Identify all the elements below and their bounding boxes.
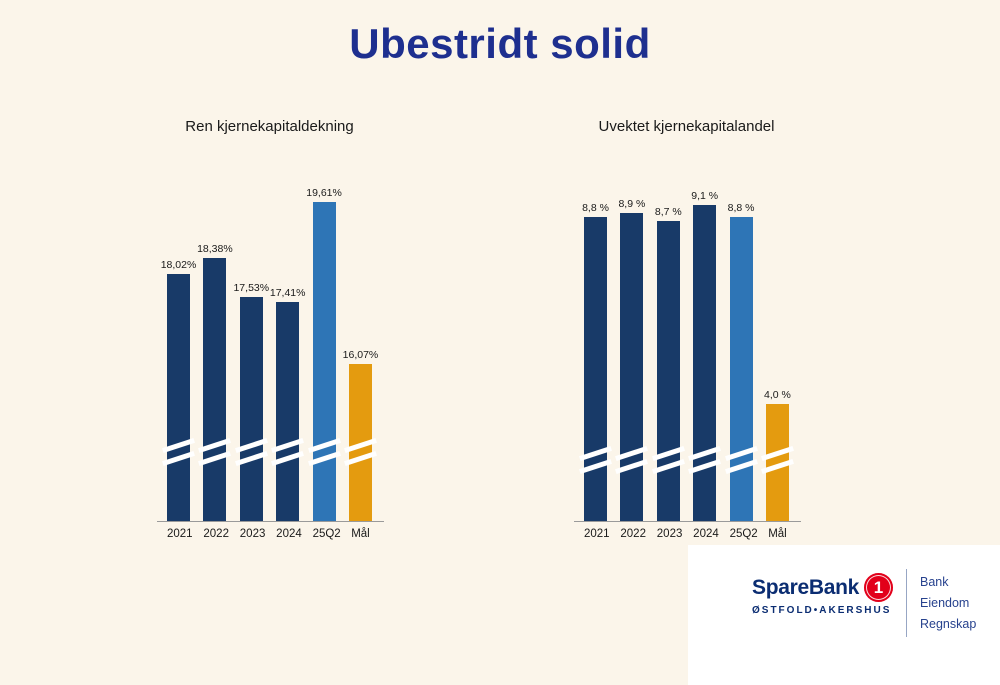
x-axis-label: 25Q2 — [729, 528, 758, 540]
service-bank: Bank — [920, 575, 949, 589]
bar-rect — [198, 258, 232, 521]
bar-value-label: 17,41% — [269, 287, 306, 299]
bar-rect — [343, 364, 377, 521]
x-axis-label: 2022 — [620, 528, 646, 540]
bar-2022: 8,9 % — [615, 186, 649, 521]
chart-uvektet-kjernekapitalandel: Uvektet kjernekapitalandel 8,8 % 8,9 % 8,7… — [574, 118, 801, 540]
bar-rect — [579, 217, 612, 521]
logo-brand-text: SpareBank — [752, 575, 860, 599]
axis-break-mark — [760, 446, 794, 474]
chart-title: Ren kjernekapitaldekning — [185, 118, 354, 135]
bar-rect — [615, 213, 649, 521]
axis-break-mark — [198, 438, 232, 466]
axis-break-mark — [343, 438, 377, 466]
axis-break-mark — [271, 438, 305, 466]
bar-value-label: 19,61% — [306, 187, 342, 199]
x-axis-label: 2023 — [239, 528, 266, 540]
x-axis-label: Mål — [351, 528, 370, 540]
logo-divider — [906, 569, 907, 637]
sparebank1-badge-icon: 1 — [864, 573, 894, 602]
logo-region-text: ØSTFOLD•AKERSHUS — [752, 605, 892, 616]
bar-rect — [271, 302, 305, 521]
bar-rect — [307, 202, 341, 521]
axis-break-mark — [724, 446, 758, 474]
bar-plot-area: 8,8 % 8,9 % 8,7 % 9,1 % 8,8 % 4,0 % — [574, 186, 801, 522]
axis-break-mark — [651, 446, 685, 474]
x-axis-label: 25Q2 — [312, 528, 341, 540]
bar-rect — [724, 217, 758, 521]
bar-25Q2: 8,8 % — [724, 186, 758, 521]
x-axis-label: Mål — [768, 528, 787, 540]
x-axis-label: 2022 — [203, 528, 229, 540]
bar-Mål: 4,0 % — [760, 186, 794, 521]
bar-2023: 8,7 % — [651, 186, 685, 521]
axis-break-mark — [579, 446, 612, 474]
bar-value-label: 8,9 % — [618, 198, 646, 210]
x-axis-labels: 2021 2022 2023 2024 25Q2 Mål — [584, 528, 789, 540]
bar-rect — [651, 221, 685, 521]
bar-value-label: 17,53% — [233, 282, 270, 294]
x-axis-label: 2024 — [693, 528, 719, 540]
chart-title: Uvektet kjernekapitalandel — [598, 118, 775, 135]
logo-services-list: Bank Eiendom Regnskap — [920, 572, 976, 635]
axis-break-mark — [615, 446, 649, 474]
bar-value-label: 8,7 % — [654, 206, 682, 218]
bar-2021: 8,8 % — [579, 186, 612, 521]
axis-break-mark — [307, 438, 341, 466]
bar-value-label: 18,02% — [160, 259, 197, 271]
service-eiendom: Eiendom — [920, 596, 970, 610]
bar-value-label: 16,07% — [342, 349, 379, 361]
bar-value-label: 9,1 % — [691, 190, 719, 202]
logo-panel: SpareBank 1 ØSTFOLD•AKERSHUS Bank Eiendo… — [688, 545, 1000, 685]
sparebank1-logo: SpareBank 1 ØSTFOLD•AKERSHUS — [752, 573, 894, 616]
axis-break-mark — [688, 446, 722, 474]
page-title: Ubestridt solid — [349, 20, 651, 67]
bar-value-label: 4,0 % — [764, 389, 791, 401]
x-axis-label: 2021 — [584, 528, 610, 540]
bar-rect — [162, 274, 195, 521]
bar-rect — [688, 205, 722, 521]
x-axis-label: 2023 — [656, 528, 683, 540]
bar-rect — [234, 297, 268, 521]
chart-ren-kjernekapitaldekning: Ren kjernekapitaldekning 18,02% 18,38% 17,… — [157, 118, 384, 540]
x-axis-label: 2024 — [276, 528, 302, 540]
bar-2023: 17,53% — [233, 186, 269, 521]
bar-value-label: 8,8 % — [727, 202, 755, 214]
service-regnskap: Regnskap — [920, 617, 977, 631]
bar-Mål: 16,07% — [343, 186, 378, 521]
axis-break-mark — [234, 438, 268, 466]
bar-rect — [760, 404, 794, 521]
bar-2024: 17,41% — [270, 186, 305, 521]
bar-value-label: 18,38% — [197, 243, 233, 255]
x-axis-label: 2021 — [167, 528, 193, 540]
bar-2021: 18,02% — [161, 186, 196, 521]
bar-2024: 9,1 % — [688, 186, 722, 521]
bar-2022: 18,38% — [197, 186, 233, 521]
bar-25Q2: 19,61% — [306, 186, 342, 521]
axis-break-mark — [162, 438, 195, 466]
bar-plot-area: 18,02% 18,38% 17,53% 17,41% 19,61% 16,07% — [157, 186, 384, 522]
bar-value-label: 8,8 % — [582, 202, 609, 214]
x-axis-labels: 2021 2022 2023 2024 25Q2 Mål — [167, 528, 372, 540]
